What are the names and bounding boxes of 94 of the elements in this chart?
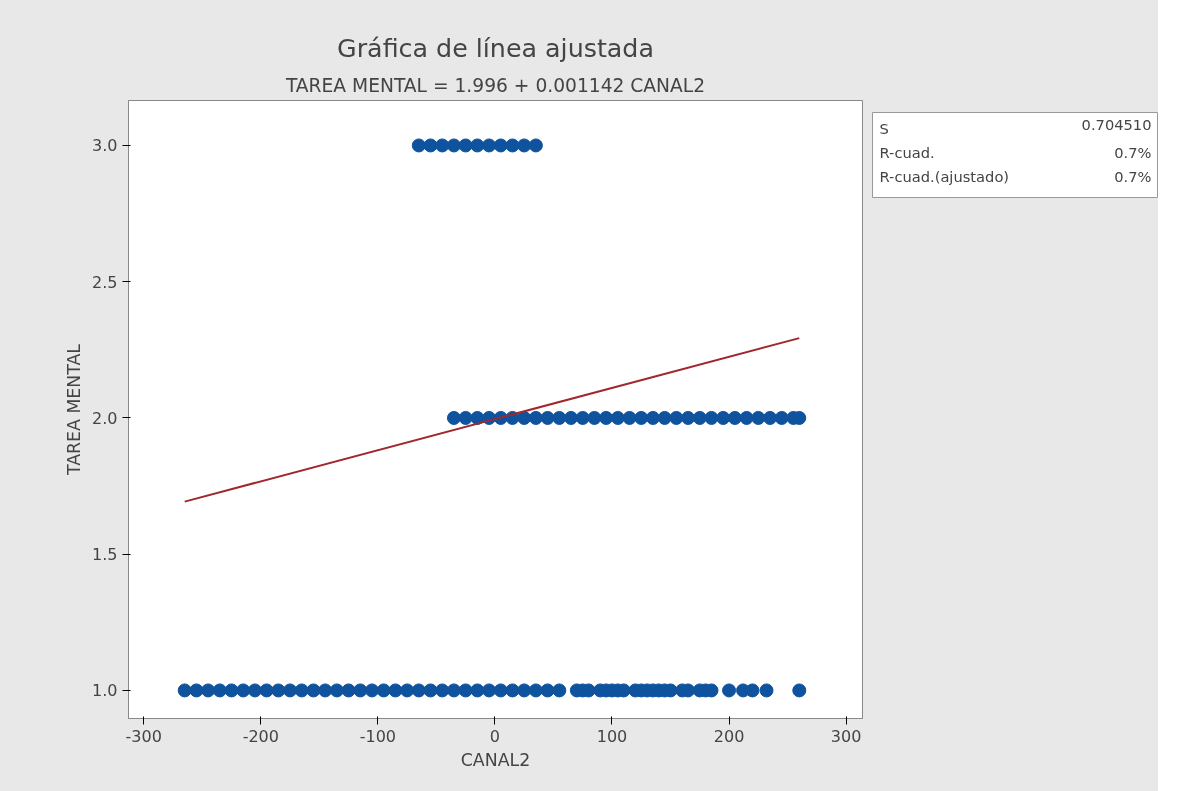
text: S xyxy=(879,119,889,137)
x-tick-label: -200 xyxy=(242,726,279,746)
point xyxy=(400,683,415,698)
point xyxy=(376,683,391,698)
text: 0.7% xyxy=(1114,167,1152,185)
point xyxy=(329,683,344,698)
point xyxy=(306,683,321,698)
point xyxy=(774,410,789,425)
point xyxy=(722,683,737,698)
point xyxy=(201,683,216,698)
point xyxy=(411,138,426,153)
point xyxy=(423,138,438,153)
point xyxy=(353,683,368,698)
point xyxy=(493,138,508,153)
point xyxy=(177,683,192,698)
point xyxy=(271,683,286,698)
point xyxy=(470,138,485,153)
point xyxy=(247,683,262,698)
point xyxy=(692,410,707,425)
point xyxy=(517,683,532,698)
point xyxy=(493,683,508,698)
point xyxy=(540,410,555,425)
y-tick-label: 1.5 xyxy=(92,545,118,565)
point xyxy=(751,410,766,425)
point xyxy=(610,410,625,425)
point xyxy=(505,138,520,153)
point xyxy=(704,410,719,425)
point xyxy=(552,683,567,698)
x-axis-title: CANAL2 xyxy=(460,749,531,770)
point xyxy=(482,138,497,153)
point xyxy=(587,410,602,425)
point xyxy=(365,683,379,698)
point xyxy=(505,683,520,698)
chart-subtitle: TAREA MENTAL = 1.996 + 0.001142 CANAL2 xyxy=(284,74,706,96)
point xyxy=(458,410,473,425)
point xyxy=(446,138,461,153)
y-axis-title: TAREA MENTAL xyxy=(64,343,85,477)
point xyxy=(411,683,426,698)
y-tick-label: 2.5 xyxy=(92,272,118,292)
text: 0.7% xyxy=(1114,143,1152,161)
point xyxy=(540,683,555,698)
y-tick-label: 1.0 xyxy=(92,681,118,701)
point xyxy=(482,683,497,698)
text: R-cuad.(ajustado) xyxy=(879,167,1010,185)
point xyxy=(552,410,567,425)
chart-title: Gráfica de línea ajustada xyxy=(337,32,654,63)
point xyxy=(423,683,438,698)
point xyxy=(458,138,473,153)
point xyxy=(528,410,543,425)
point xyxy=(528,138,543,153)
point xyxy=(759,683,774,698)
point xyxy=(599,410,614,425)
point xyxy=(446,683,461,698)
point xyxy=(575,410,590,425)
point xyxy=(446,410,461,425)
point xyxy=(458,683,473,698)
point xyxy=(318,683,333,698)
point xyxy=(669,410,684,425)
point xyxy=(283,683,298,698)
point xyxy=(470,683,485,698)
point xyxy=(727,410,742,425)
point xyxy=(224,683,239,698)
text: R-cuad. xyxy=(879,143,935,161)
point xyxy=(388,683,403,698)
x-tick-label: -100 xyxy=(359,726,397,746)
text: 0.704510 xyxy=(1081,115,1152,133)
point xyxy=(681,410,696,425)
x-tick-label: 100 xyxy=(596,726,628,746)
point xyxy=(564,410,579,425)
point xyxy=(435,138,450,153)
point xyxy=(189,683,204,698)
point xyxy=(435,683,450,698)
x-tick-label: -300 xyxy=(125,726,162,746)
y-tick-label: 3.0 xyxy=(92,136,118,156)
x-tick-label: 0 xyxy=(489,726,501,746)
point xyxy=(645,410,660,425)
point xyxy=(517,138,532,153)
x-tick-label: 200 xyxy=(713,726,745,746)
point xyxy=(259,683,274,698)
point xyxy=(739,410,754,425)
point xyxy=(236,683,251,698)
point xyxy=(657,410,672,425)
point xyxy=(745,683,760,698)
point xyxy=(634,410,649,425)
point xyxy=(716,410,731,425)
point xyxy=(622,410,637,425)
point xyxy=(294,683,309,698)
point xyxy=(528,683,543,698)
point xyxy=(792,683,807,698)
point xyxy=(763,410,778,425)
point xyxy=(212,683,227,698)
x-tick-label: 300 xyxy=(830,726,862,746)
point xyxy=(341,683,356,698)
y-tick-label: 2.0 xyxy=(92,408,118,428)
